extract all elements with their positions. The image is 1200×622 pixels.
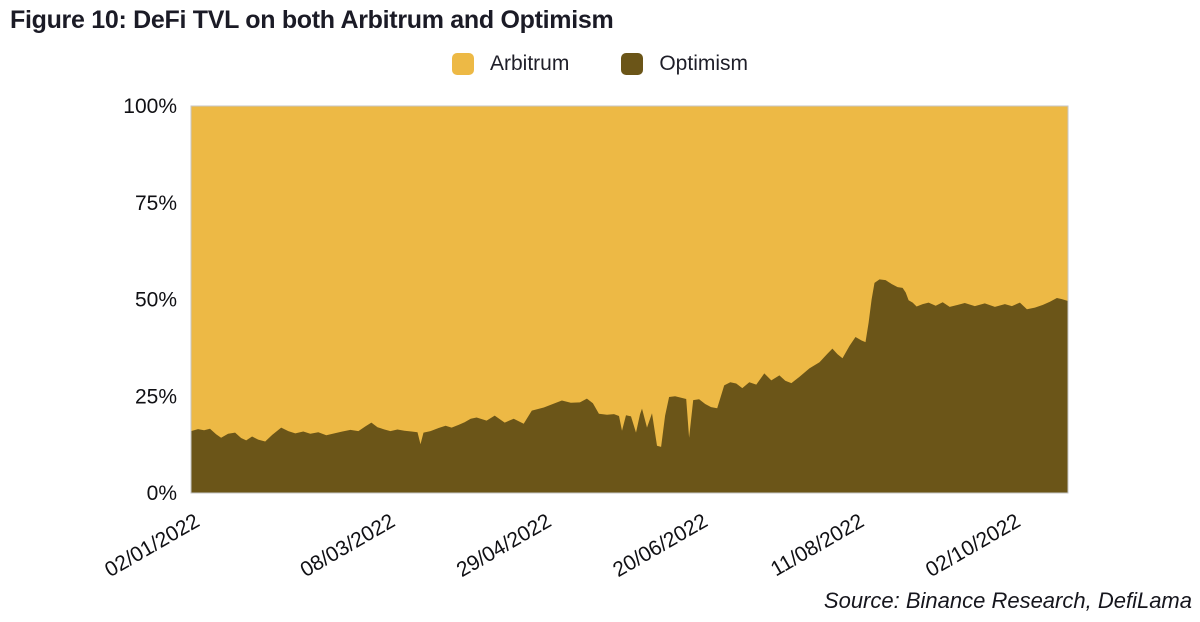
y-tick-label: 100% xyxy=(123,95,177,118)
arbitrum-color-swatch-icon xyxy=(451,53,474,75)
x-tick-label: 02/10/2022 xyxy=(922,509,1025,581)
figure-title: Figure 10: DeFi TVL on both Arbitrum and… xyxy=(10,6,614,34)
x-tick-label: 08/03/2022 xyxy=(296,509,399,581)
x-tick-label: 29/04/2022 xyxy=(453,509,556,581)
legend-item-optimism: Optimism xyxy=(621,52,748,76)
source-note: Source: Binance Research, DefiLama xyxy=(823,588,1192,613)
optimism-color-swatch-icon xyxy=(621,53,644,75)
y-tick-label: 0% xyxy=(147,482,177,505)
optimism-area xyxy=(191,279,1068,493)
legend-label-optimism: Optimism xyxy=(659,52,749,75)
plot-border xyxy=(190,105,1069,494)
x-tick-label: 20/06/2022 xyxy=(609,509,712,581)
legend-item-arbitrum: Arbitrum xyxy=(451,52,570,76)
y-tick-label: 75% xyxy=(135,192,177,215)
x-tick-label: 11/08/2022 xyxy=(767,509,868,581)
legend-label-arbitrum: Arbitrum xyxy=(489,52,570,75)
y-tick-label: 25% xyxy=(135,385,177,408)
y-tick-label: 50% xyxy=(135,289,177,312)
x-tick-label: 02/01/2022 xyxy=(101,509,204,581)
chart-legend: Arbitrum Optimism xyxy=(0,52,1200,76)
